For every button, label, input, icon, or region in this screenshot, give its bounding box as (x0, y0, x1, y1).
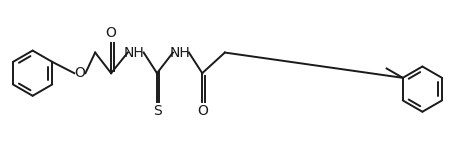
Text: O: O (197, 104, 207, 118)
Text: O: O (74, 66, 85, 80)
Text: S: S (153, 104, 162, 118)
Text: NH: NH (124, 46, 145, 60)
Text: O: O (106, 26, 117, 40)
Text: NH: NH (169, 46, 190, 60)
